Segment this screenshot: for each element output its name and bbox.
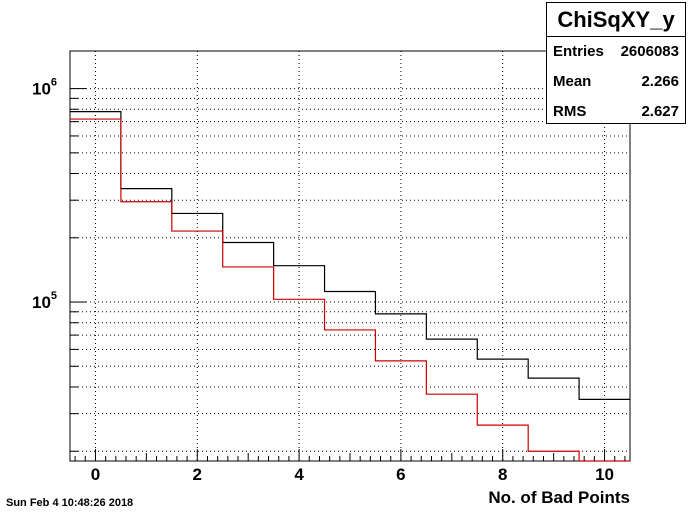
histogram-series-1: [70, 118, 630, 462]
stats-key: Entries: [553, 43, 604, 60]
plot-frame: [69, 50, 631, 462]
y-tick-label: 106: [32, 77, 57, 99]
x-axis-title: No. of Bad Points: [488, 488, 630, 507]
stats-row-entries: Entries 2606083: [547, 37, 685, 67]
y-tick-label: 105: [32, 290, 57, 312]
stats-key: Mean: [553, 73, 592, 90]
stats-value: 2.266: [641, 73, 679, 90]
stats-box: ChiSqXY_y Entries 2606083 Mean 2.266 RMS…: [546, 2, 686, 124]
x-tick-label: 10: [595, 465, 614, 484]
timestamp: Sun Feb 4 10:48:26 2018: [6, 497, 134, 509]
histogram-series-0: [70, 111, 630, 400]
stats-value: 2606083: [620, 43, 679, 60]
x-tick-label: 2: [193, 465, 202, 484]
series-layer: [70, 111, 630, 462]
x-tick-label: 6: [396, 465, 405, 484]
stats-value: 2.627: [641, 103, 679, 120]
grid: [70, 51, 630, 461]
axes: 0 2 4 6 8 10 105 106: [32, 77, 626, 484]
x-tick-label: 0: [91, 465, 100, 484]
x-tick-label: 4: [294, 465, 304, 484]
stats-title: ChiSqXY_y: [547, 3, 685, 37]
stats-row-mean: Mean 2.266: [547, 67, 685, 97]
stats-key: RMS: [553, 103, 587, 120]
stats-row-rms: RMS 2.627: [547, 97, 685, 127]
x-tick-label: 8: [498, 465, 507, 484]
